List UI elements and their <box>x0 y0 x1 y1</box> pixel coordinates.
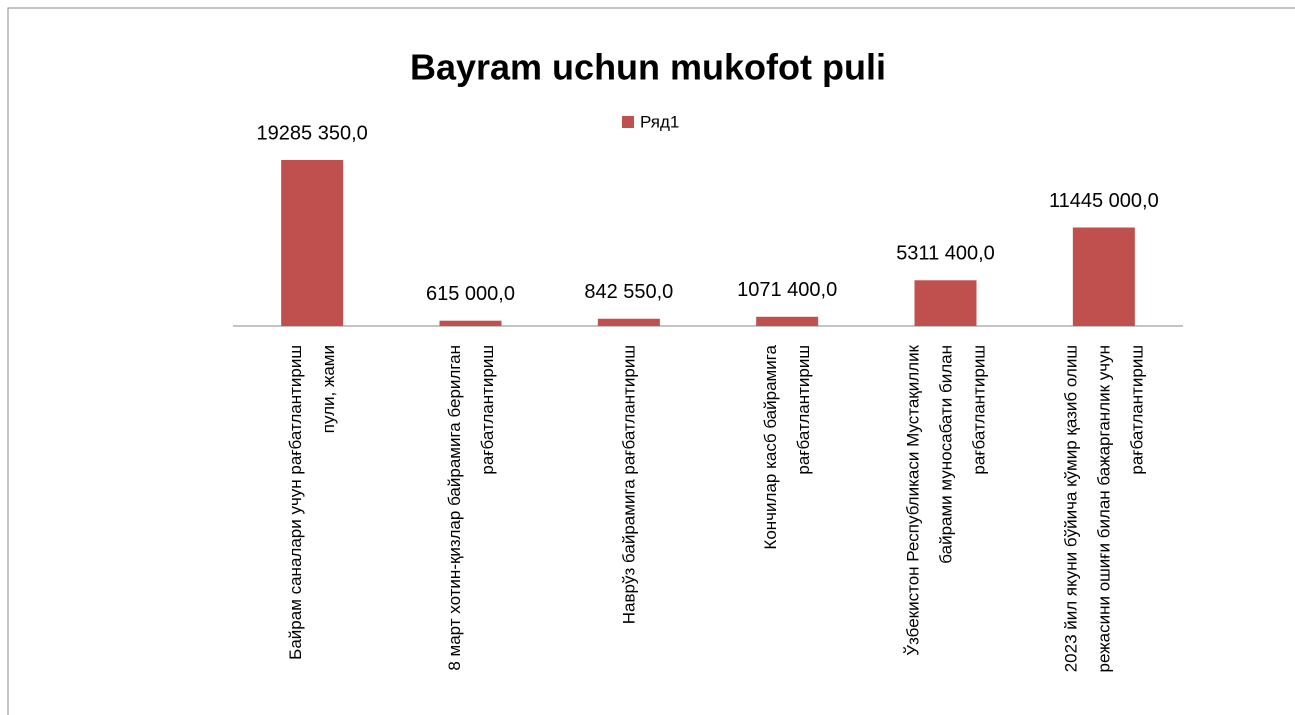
bar <box>597 318 660 326</box>
x-tick-label: Кончилар касб байрамига рағбатлантириш <box>761 345 814 550</box>
bar <box>914 280 977 326</box>
legend-label: Ряд1 <box>640 112 679 131</box>
x-tick-label: Ўзбекистон Республикаси Мустақиллик байр… <box>903 345 988 656</box>
legend-swatch <box>622 116 634 128</box>
bar <box>281 160 344 326</box>
chart-title: Bayram uchun mukofot puli <box>410 47 886 88</box>
data-label: 615 000,0 <box>426 283 515 305</box>
x-tick-label: 2023 йил якуни бўйича кўмир қазиб олиш р… <box>1061 345 1147 673</box>
x-tick-label: Байрам саналари учун рағбатлантириш пули… <box>286 345 339 660</box>
data-label: 1071 400,0 <box>737 279 837 301</box>
bar <box>756 316 819 326</box>
data-label: 5311 400,0 <box>896 243 995 265</box>
x-tick-label: Наврўз байрамига рағбатлантириш <box>619 345 639 625</box>
x-tick-label: 8 март хотин-қизлар байрамига берилган р… <box>444 345 497 671</box>
bar <box>439 320 502 326</box>
frame <box>7 7 1295 715</box>
data-label: 19285 350,0 <box>257 122 368 144</box>
data-label: 842 550,0 <box>584 281 673 303</box>
data-label: 11445 000,0 <box>1049 190 1159 212</box>
bar <box>1072 227 1135 326</box>
